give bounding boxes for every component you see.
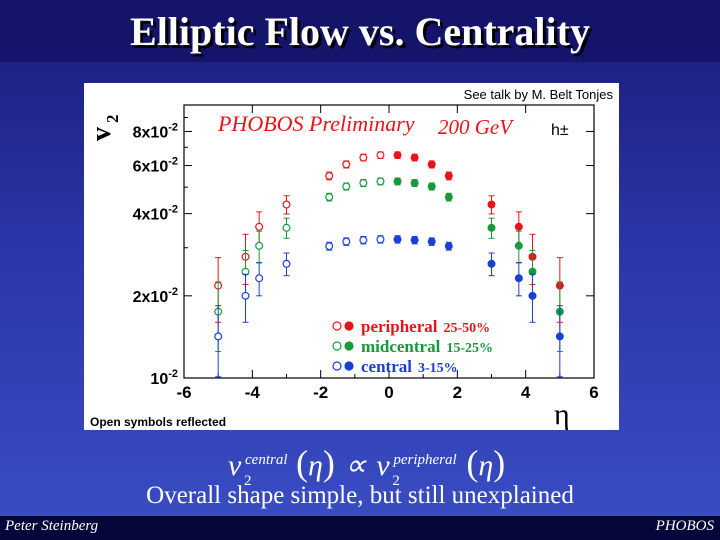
reflected-note: Open symbols reflected	[90, 415, 226, 429]
closed-data-point	[410, 178, 419, 187]
closed-data-point	[487, 217, 496, 239]
closed-data-point	[487, 195, 496, 215]
x-tick-label: -2	[313, 383, 328, 402]
open-data-point	[342, 160, 351, 169]
slide-title: Elliptic Flow vs. Centrality	[130, 9, 590, 54]
y-axis-title-base: v	[86, 127, 117, 141]
open-data-point	[325, 192, 334, 202]
closed-data-point	[514, 230, 523, 263]
legend-label: midcentral	[361, 337, 441, 356]
preliminary-label: PHOBOS Preliminary	[217, 111, 415, 136]
legend-entry-central: central 3-15%	[332, 357, 458, 376]
closed-data-point	[444, 241, 453, 251]
plot-panel: See talk by M. Belt Tonjes PHOBOS Prelim…	[84, 83, 619, 430]
closed-data-point	[555, 305, 564, 378]
open-data-point	[282, 195, 291, 215]
open-data-point	[282, 252, 291, 277]
open-data-point	[376, 151, 385, 160]
closed-data-point	[427, 182, 436, 191]
open-data-point	[325, 171, 334, 181]
legend-open-marker	[332, 361, 342, 371]
open-data-point	[342, 182, 351, 191]
legend-closed-marker	[344, 341, 354, 351]
formula-right-sup: peripheral	[393, 452, 457, 468]
closed-data-point	[427, 160, 436, 169]
formula-relation: ∝	[344, 449, 367, 482]
legend-range: 15-25%	[446, 341, 493, 356]
open-data-point	[255, 230, 264, 263]
footer-bar: Peter Steinberg PHOBOS	[0, 516, 720, 540]
y-axis-title: v 2	[86, 115, 122, 142]
closed-data-point	[427, 237, 436, 246]
x-tick-label: 6	[589, 383, 598, 402]
open-data-point	[282, 217, 291, 239]
formula-left-sub: 2	[244, 473, 252, 489]
legend-label: central	[361, 357, 412, 376]
open-data-point	[376, 235, 385, 244]
legend-entry-peripheral: peripheral 25-50%	[332, 317, 491, 336]
y-axis-title-sub: 2	[103, 115, 122, 124]
closed-data-point	[410, 153, 419, 162]
y-tick-label: 2x10-2	[133, 286, 178, 306]
energy-label: 200 GeV	[438, 115, 514, 139]
legend-range: 25-50%	[444, 321, 491, 336]
open-data-point	[214, 305, 223, 378]
axes: -6 -4 -2 0 2 4 6 8x10-2 6x10-2 4x10-2 2x10-2 10-2	[133, 104, 599, 402]
open-data-point	[342, 237, 351, 246]
x-tick-label: -6	[176, 383, 191, 402]
legend-open-marker	[332, 341, 342, 351]
legend-label: peripheral	[361, 317, 438, 336]
closed-data-point	[487, 252, 496, 277]
open-data-point	[359, 153, 368, 162]
formula-right-v: v	[376, 449, 390, 482]
credit-text: See talk by M. Belt Tonjes	[464, 87, 614, 102]
title-bar	[0, 0, 720, 62]
y-tick-label: 10-2	[150, 368, 178, 388]
open-data-point	[325, 241, 334, 251]
x-tick-label: 2	[453, 383, 462, 402]
open-data-point	[255, 211, 264, 245]
legend-range: 3-15%	[418, 361, 458, 376]
closed-data-point	[444, 171, 453, 181]
open-data-point	[241, 273, 250, 323]
x-tick-label: 4	[521, 383, 531, 402]
formula-right-eta: η	[478, 449, 494, 482]
x-tick-label: 0	[384, 383, 393, 402]
legend: peripheral 25-50%midcentral 15-25% central 3…	[332, 317, 493, 376]
closed-data-point	[393, 235, 402, 244]
legend-closed-marker	[344, 361, 354, 371]
formula-left-sup: central	[245, 452, 288, 468]
closed-data-point	[514, 262, 523, 297]
closed-data-point	[528, 273, 537, 323]
closed-data-point	[393, 151, 402, 160]
closed-data-point	[410, 235, 419, 245]
closed-data-point	[393, 177, 402, 186]
open-data-point	[359, 235, 368, 245]
legend-entry-midcentral: midcentral 15-25%	[332, 337, 493, 356]
open-data-point	[255, 262, 264, 297]
particle-label: h±	[551, 122, 569, 139]
x-axis-title: η	[554, 398, 570, 430]
data-points	[214, 151, 564, 378]
legend-open-marker	[332, 321, 342, 331]
legend-closed-marker	[344, 321, 354, 331]
footer-experiment: PHOBOS	[655, 518, 714, 534]
formula-right-sub: 2	[392, 473, 400, 489]
proportionality-formula: v central 2 (η) ∝ v peripheral 2 (η)	[228, 443, 506, 489]
closed-data-point	[444, 192, 453, 202]
open-data-point	[376, 177, 385, 186]
formula-left-eta: η	[308, 449, 323, 482]
y-tick-label: 6x10-2	[133, 156, 178, 176]
y-tick-label: 4x10-2	[133, 204, 178, 224]
open-data-point	[359, 178, 368, 187]
formula-left-v: v	[228, 449, 242, 482]
slide-subtitle: Overall shape simple, but still unexplai…	[146, 482, 574, 509]
x-tick-label: -4	[245, 383, 261, 402]
footer-author: Peter Steinberg	[5, 518, 99, 534]
v2-vs-eta-chart: See talk by M. Belt Tonjes PHOBOS Prelim…	[86, 87, 614, 430]
y-tick-label: 8x10-2	[133, 121, 178, 141]
